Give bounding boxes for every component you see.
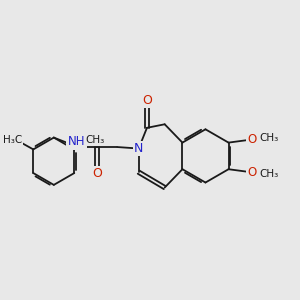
Text: CH₃: CH₃ — [260, 169, 279, 179]
Text: NH: NH — [68, 135, 85, 148]
Text: CH₃: CH₃ — [86, 135, 105, 145]
Text: N: N — [134, 142, 143, 155]
Text: O: O — [92, 167, 102, 180]
Text: O: O — [248, 133, 257, 146]
Text: O: O — [248, 166, 257, 179]
Text: CH₃: CH₃ — [260, 133, 279, 143]
Text: H₃C: H₃C — [3, 135, 22, 145]
Text: O: O — [142, 94, 152, 107]
